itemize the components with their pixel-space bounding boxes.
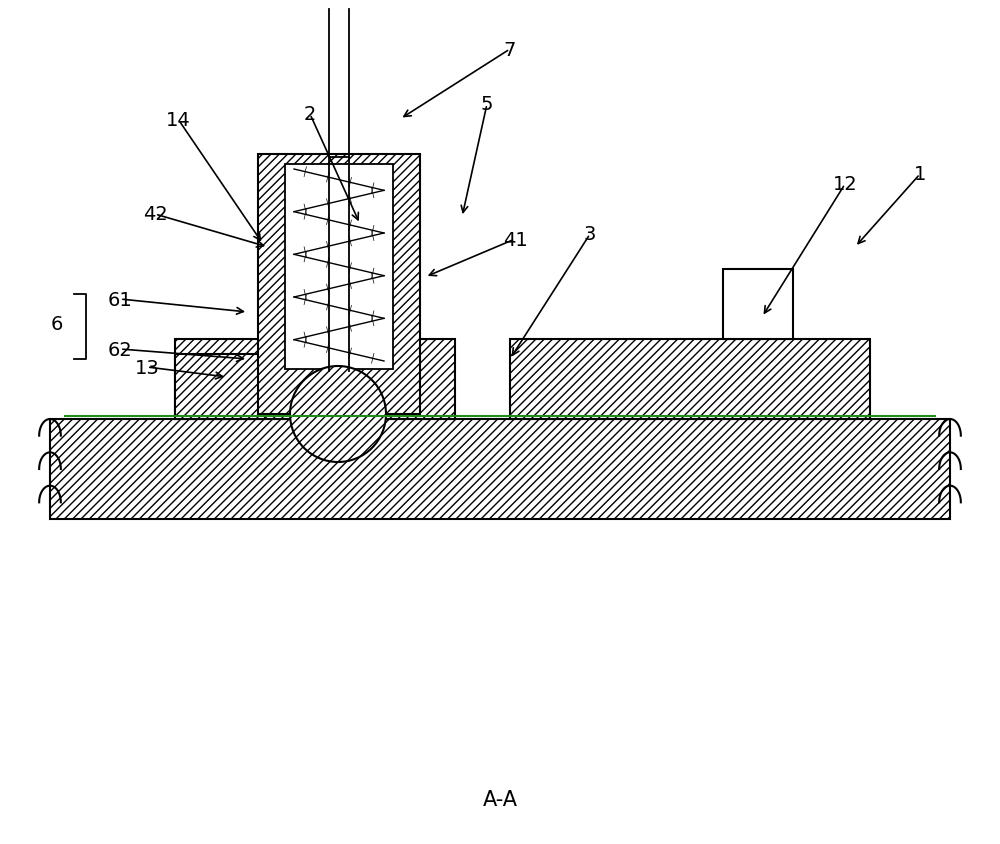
Bar [175, 354, 265, 419]
Bar [50, 419, 950, 519]
Text: 41: 41 [503, 230, 527, 249]
Text: 5: 5 [481, 95, 493, 115]
Text: 14: 14 [166, 111, 190, 129]
Text: 61: 61 [108, 290, 132, 309]
Text: 2: 2 [304, 106, 316, 124]
Bar [258, 154, 420, 414]
Bar [175, 339, 455, 419]
Text: 62: 62 [108, 340, 132, 359]
Text: 1: 1 [914, 165, 926, 184]
Text: 42: 42 [143, 205, 167, 225]
Text: A-A: A-A [482, 789, 518, 809]
Bar [510, 339, 870, 419]
Circle shape [290, 366, 386, 463]
Text: 3: 3 [584, 225, 596, 244]
Bar [723, 270, 793, 339]
Text: 13: 13 [135, 358, 159, 377]
Text: 12: 12 [833, 176, 857, 194]
Bar [285, 165, 393, 370]
Text: 6: 6 [51, 315, 63, 334]
Text: 7: 7 [504, 41, 516, 59]
